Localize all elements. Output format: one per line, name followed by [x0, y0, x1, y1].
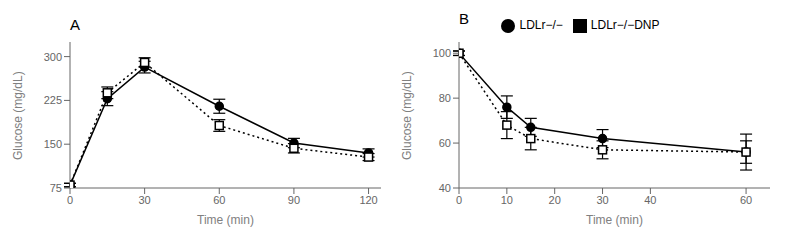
svg-text:60: 60 — [213, 194, 225, 206]
svg-text:300: 300 — [44, 51, 62, 63]
svg-text:0: 0 — [67, 194, 73, 206]
svg-text:150: 150 — [44, 138, 62, 150]
html-text:B: B — [459, 10, 469, 27]
svg-text:90: 90 — [288, 194, 300, 206]
html-text:A: A — [70, 16, 80, 33]
svg-text:60: 60 — [740, 194, 752, 206]
svg-text:225: 225 — [44, 94, 62, 106]
svg-text:80: 80 — [439, 92, 451, 104]
svg-text:20: 20 — [549, 194, 561, 206]
svg-text:30: 30 — [596, 194, 608, 206]
svg-text:75: 75 — [50, 182, 62, 194]
html-text:LDLr−/−DNP: LDLr−/−DNP — [590, 18, 660, 32]
svg-text:100: 100 — [433, 47, 451, 59]
svg-text:Time (min): Time (min) — [197, 213, 254, 227]
svg-text:40: 40 — [644, 194, 656, 206]
svg-text:Time (min): Time (min) — [586, 213, 643, 227]
svg-text:10: 10 — [501, 194, 513, 206]
svg-text:30: 30 — [139, 194, 151, 206]
svg-text:Glucose (mg/dL): Glucose (mg/dL) — [11, 71, 25, 160]
svg-text:60: 60 — [439, 137, 451, 149]
svg-text:Glucose (mg/dL): Glucose (mg/dL) — [400, 71, 414, 160]
svg-text:40: 40 — [439, 182, 451, 194]
svg-text:120: 120 — [359, 194, 377, 206]
svg-text:0: 0 — [456, 194, 462, 206]
html-text:LDLr−/−: LDLr−/− — [519, 18, 563, 32]
